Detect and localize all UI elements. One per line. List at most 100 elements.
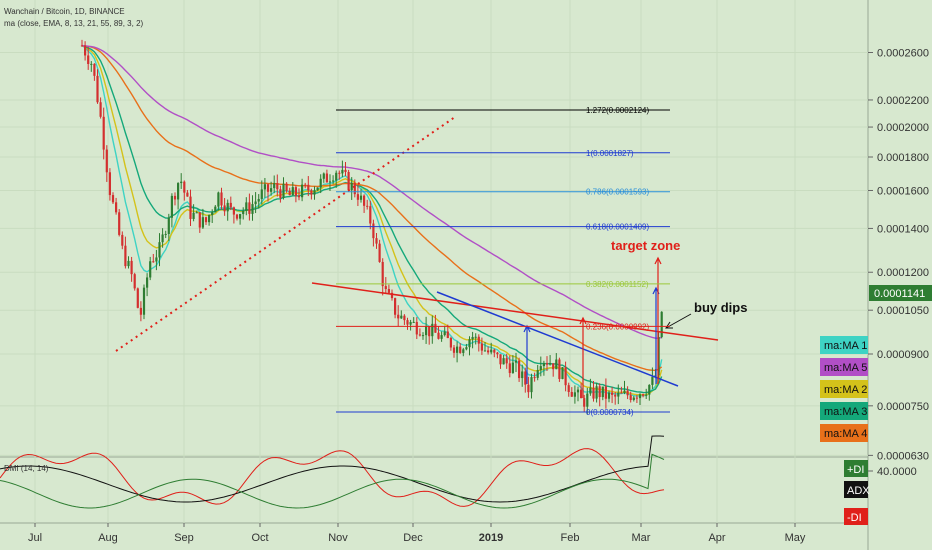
bull-candle — [468, 339, 471, 348]
bear-candle — [415, 321, 418, 335]
bear-candle — [387, 289, 390, 293]
bear-candle — [518, 360, 521, 379]
bull-candle — [660, 311, 663, 338]
bull-candle — [607, 392, 611, 399]
bull-candle — [561, 367, 564, 379]
bear-candle — [570, 391, 573, 397]
dmi-legend-label: -DI — [847, 512, 862, 524]
bear-candle — [338, 172, 341, 174]
fib-level-label: 0.382(0.0001152) — [586, 280, 649, 289]
bull-candle — [586, 393, 589, 407]
bear-candle — [567, 385, 570, 392]
plus-di-line — [0, 453, 665, 509]
bull-candle — [158, 242, 161, 258]
drawing-tools[interactable] — [115, 116, 719, 398]
bear-candle — [524, 371, 527, 385]
bear-candle — [384, 286, 387, 290]
bull-candle — [254, 201, 257, 205]
bull-candle — [409, 322, 412, 325]
minus-di-line — [0, 448, 665, 507]
bear-candle — [108, 172, 111, 196]
bear-candle — [449, 338, 452, 348]
dmi-legend-swatch — [844, 481, 868, 498]
bear-candle — [620, 392, 623, 394]
bear-candle — [611, 392, 614, 395]
bull-candle — [167, 217, 170, 234]
bull-candle — [542, 363, 545, 367]
bull-candle — [483, 350, 487, 352]
bull-candle — [90, 63, 93, 65]
time-tick-label: Nov — [328, 532, 348, 544]
bear-candle — [344, 169, 347, 173]
bull-candle — [257, 198, 260, 202]
fib-level-label: 1.272(0.0002124) — [586, 106, 650, 115]
price-tick-label: 0.0001800 — [877, 152, 929, 164]
bear-candle — [118, 212, 121, 235]
time-tick-label: May — [785, 532, 806, 544]
bear-candle — [499, 354, 502, 365]
bull-candle — [536, 370, 539, 378]
time-tick-label: Dec — [403, 532, 423, 544]
price-tick-label: 0.0002200 — [877, 95, 929, 107]
bull-candle — [645, 394, 648, 396]
price-axis[interactable]: 0.0002600 0.0002200 0.0002000 0.0001800 0.00… — [868, 47, 929, 462]
bull-candle — [632, 397, 635, 401]
bull-candle — [177, 183, 180, 200]
bull-candle — [471, 336, 474, 340]
target-zone-annotation: target zone — [611, 238, 680, 253]
bear-candle — [279, 189, 282, 198]
bull-candle — [617, 392, 620, 397]
bull-candle — [514, 360, 518, 363]
ma-indicator-label: ma (close, EMA, 8, 13, 21, 55, 89, 3, 2) — [4, 19, 144, 28]
bear-candle — [325, 173, 328, 183]
bull-candle — [651, 376, 654, 385]
bear-candle — [248, 202, 251, 214]
time-axis[interactable]: Jul Aug Sep Oct Nov Dec 2019 Feb Mar Apr May — [28, 523, 806, 544]
time-tick-label: Feb — [561, 532, 580, 544]
current-price-tag: 0.0001141 — [869, 285, 932, 301]
bull-candle — [319, 178, 322, 188]
dmi-tick-label: 40.0000 — [877, 466, 917, 478]
bull-candle — [530, 377, 533, 393]
price-tick-label: 0.0002600 — [877, 47, 929, 59]
buy-dips-pointer — [665, 313, 692, 329]
bear-candle — [235, 214, 239, 219]
bear-candle — [403, 315, 406, 321]
bull-candle — [291, 187, 294, 196]
bear-candle — [133, 274, 136, 289]
bear-candle — [369, 206, 372, 224]
bear-candle — [121, 234, 124, 246]
bear-candle — [266, 184, 270, 192]
bear-candle — [437, 332, 440, 339]
bear-candle — [505, 358, 508, 364]
ma-legend: ma:MA 1 ma:MA 5 ma:MA 2 ma:MA 3 ma:MA 4 — [820, 336, 868, 442]
bull-candle — [425, 326, 428, 336]
dmi-indicator-label: DMI (14, 14) — [4, 464, 49, 473]
price-tick-label: 0.0002000 — [877, 122, 929, 134]
bull-candle — [211, 212, 214, 216]
bull-candle — [192, 212, 195, 219]
bear-candle — [642, 394, 645, 396]
ma-legend-swatch — [820, 402, 868, 420]
bear-candle — [84, 45, 87, 56]
bear-candle — [80, 45, 84, 47]
dmi-legend-swatch — [844, 508, 868, 525]
price-tick-label: 0.0001200 — [877, 267, 929, 279]
bear-candle — [356, 194, 359, 200]
fibonacci-levels[interactable]: 1.272(0.0002124) 1(0.0001827) 0.786(0.0001… — [336, 106, 670, 417]
bear-candle — [459, 346, 462, 353]
bull-candle — [316, 187, 319, 191]
bull-candle — [164, 233, 167, 235]
time-tick-label: Mar — [632, 532, 651, 544]
bear-candle — [604, 386, 607, 399]
ma-legend-label: ma:MA 1 — [824, 340, 867, 352]
bull-candle — [263, 184, 266, 190]
adx-line — [0, 435, 665, 503]
dmi-legend-label: ADX — [847, 485, 870, 497]
time-tick-label: Jul — [28, 532, 42, 544]
bull-candle — [180, 181, 183, 184]
bull-candle — [322, 173, 325, 179]
fib-level-label: 0.618(0.0001409) — [586, 223, 650, 232]
bull-candle — [623, 390, 626, 394]
